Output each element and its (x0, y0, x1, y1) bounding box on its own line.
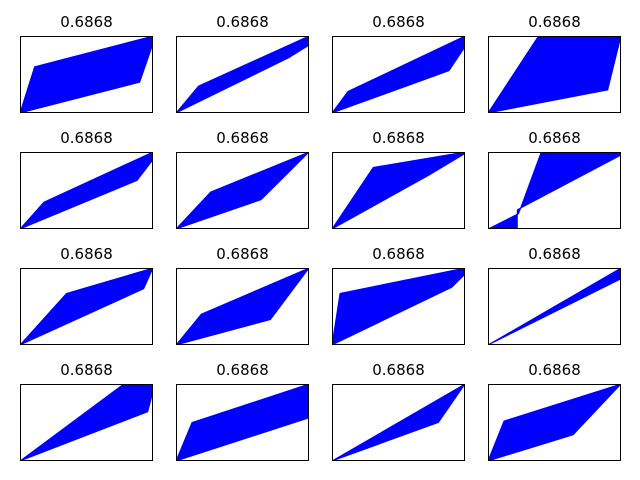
subplot-title: 0.6868 (528, 13, 581, 31)
series-band (176, 384, 309, 461)
subplot-title: 0.6868 (372, 129, 425, 147)
axes-frame (488, 36, 621, 113)
series-band (176, 268, 309, 345)
axes-frame (332, 268, 465, 345)
subplot-title: 0.6868 (60, 245, 113, 263)
subplot-title: 0.6868 (216, 129, 269, 147)
axes-frame (488, 152, 621, 229)
axes-frame (488, 268, 621, 345)
axes-frame (20, 152, 153, 229)
subplot-title: 0.6868 (528, 361, 581, 379)
subplot-11: 0.6868 (332, 245, 465, 345)
series-band (20, 384, 153, 461)
subplot-title: 0.6868 (216, 245, 269, 263)
subplot-title: 0.6868 (372, 13, 425, 31)
subplot-title: 0.6868 (216, 13, 269, 31)
subplot-title: 0.6868 (372, 245, 425, 263)
series-band (332, 152, 465, 229)
axes-frame (488, 384, 621, 461)
axes-frame (176, 384, 309, 461)
subplot-7: 0.6868 (332, 129, 465, 229)
subplot-1: 0.6868 (20, 13, 153, 113)
series-band (332, 268, 465, 345)
subplot-title: 0.6868 (60, 13, 113, 31)
axes-frame (176, 152, 309, 229)
subplot-title: 0.6868 (528, 129, 581, 147)
subplot-title: 0.6868 (372, 361, 425, 379)
axes-frame (332, 152, 465, 229)
subplot-15: 0.6868 (332, 361, 465, 461)
subplot-12: 0.6868 (488, 245, 621, 345)
axes-frame (20, 268, 153, 345)
subplot-9: 0.6868 (20, 245, 153, 345)
series-band (488, 384, 621, 461)
series-band (488, 36, 621, 113)
subplot-6: 0.6868 (176, 129, 309, 229)
series-band (20, 268, 153, 345)
axes-frame (332, 384, 465, 461)
subplot-title: 0.6868 (60, 361, 113, 379)
subplot-14: 0.6868 (176, 361, 309, 461)
subplot-16: 0.6868 (488, 361, 621, 461)
subplot-3: 0.6868 (332, 13, 465, 113)
subplot-2: 0.6868 (176, 13, 309, 113)
subplot-13: 0.6868 (20, 361, 153, 461)
subplot-8: 0.6868 (488, 129, 621, 229)
axes-frame (176, 36, 309, 113)
axes-frame (20, 384, 153, 461)
series-band (20, 36, 153, 113)
series-band (176, 36, 309, 113)
axes-frame (176, 268, 309, 345)
series-band (488, 152, 621, 229)
axes-frame (20, 36, 153, 113)
subplot-5: 0.6868 (20, 129, 153, 229)
subplot-title: 0.6868 (528, 245, 581, 263)
series-band (332, 36, 465, 113)
subplot-10: 0.6868 (176, 245, 309, 345)
series-band (332, 384, 465, 461)
series-band (20, 152, 153, 229)
axes-frame (332, 36, 465, 113)
subplot-4: 0.6868 (488, 13, 621, 113)
subplot-title: 0.6868 (216, 361, 269, 379)
subplot-title: 0.6868 (60, 129, 113, 147)
series-band (488, 268, 621, 345)
series-band (176, 152, 309, 229)
